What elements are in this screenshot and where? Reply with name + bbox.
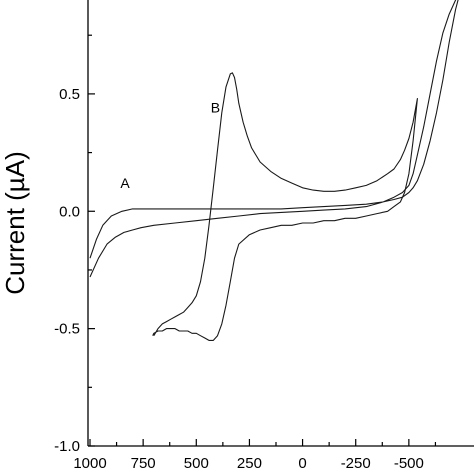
x-tick-label: 1000	[73, 455, 106, 472]
y-tick-label: 0.0	[59, 203, 80, 220]
series-label-a: A	[120, 175, 130, 191]
y-tick-label: 0.5	[59, 86, 80, 103]
axes	[87, 0, 474, 447]
y-axis-title: Current (µA)	[0, 151, 30, 295]
y-ticks: -1.0 -0.5 0.0 0.5	[54, 34, 95, 455]
series-label-b: B	[211, 100, 220, 116]
curves	[89, 0, 459, 341]
y-tick-label: -0.5	[54, 321, 80, 338]
curve-labels: AB	[120, 100, 220, 191]
y-tick-label: -1.0	[54, 438, 80, 455]
x-tick-label: -250	[341, 455, 371, 472]
series-line-a	[89, 0, 459, 278]
x-tick-label: 750	[131, 455, 156, 472]
x-tick-label: 0	[298, 455, 306, 472]
x-ticks: 1000 750 500 250 0 -250 -500	[73, 439, 437, 472]
x-tick-label: 500	[184, 455, 209, 472]
x-tick-label: 250	[237, 455, 262, 472]
series-line-b	[152, 72, 418, 341]
x-tick-label: -500	[394, 455, 424, 472]
